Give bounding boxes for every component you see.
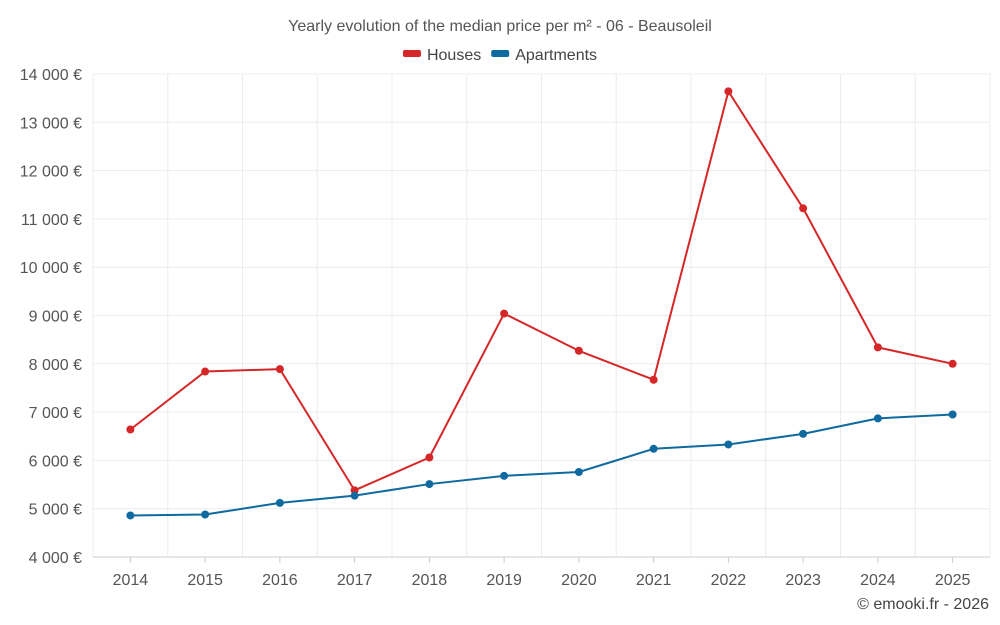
data-point-houses[interactable] <box>948 359 957 368</box>
data-point-apartments[interactable] <box>425 480 434 489</box>
data-point-apartments[interactable] <box>350 491 359 500</box>
data-point-houses[interactable] <box>799 204 808 213</box>
data-point-apartments[interactable] <box>201 510 210 519</box>
y-tick-label: 6 000 € <box>29 453 82 470</box>
data-point-houses[interactable] <box>126 425 135 434</box>
data-point-houses[interactable] <box>649 375 658 384</box>
data-point-apartments[interactable] <box>275 498 284 507</box>
data-point-apartments[interactable] <box>724 440 733 449</box>
series-apartments <box>126 410 957 520</box>
series-layer <box>126 87 957 520</box>
data-point-apartments[interactable] <box>574 467 583 476</box>
x-tick-label: 2017 <box>337 572 373 589</box>
y-tick-label: 14 000 € <box>20 67 82 84</box>
data-point-houses[interactable] <box>873 343 882 352</box>
x-tick-label: 2021 <box>636 572 672 589</box>
x-axis-ticks: 2014 2015 2016 2017 2018 2019 2020 2021 2022 2023… <box>113 557 971 589</box>
y-tick-label: 7 000 € <box>29 405 82 422</box>
x-tick-label: 2024 <box>860 572 896 589</box>
y-tick-label: 5 000 € <box>29 502 82 519</box>
data-point-houses[interactable] <box>201 367 210 376</box>
y-tick-label: 13 000 € <box>20 115 82 132</box>
y-axis-ticks: 4 000 € 5 000 € 6 000 € 7 000 € 8 000 € 9 000… <box>20 67 82 567</box>
legend-label: Houses <box>427 47 481 64</box>
data-point-houses[interactable] <box>724 87 733 96</box>
legend-label: Apartments <box>515 47 597 64</box>
data-point-houses[interactable] <box>425 453 434 462</box>
x-tick-label: 2018 <box>412 572 448 589</box>
x-tick-label: 2019 <box>486 572 522 589</box>
x-tick-label: 2016 <box>262 572 298 589</box>
legend-item-apartments[interactable]: Apartments <box>491 47 597 64</box>
legend[interactable]: Houses Apartments <box>402 47 597 64</box>
chart-title: Yearly evolution of the median price per… <box>288 18 712 35</box>
y-tick-label: 9 000 € <box>29 309 82 326</box>
x-tick-label: 2015 <box>187 572 223 589</box>
x-tick-label: 2022 <box>711 572 747 589</box>
data-point-apartments[interactable] <box>126 511 135 520</box>
x-tick-label: 2025 <box>935 572 971 589</box>
data-point-apartments[interactable] <box>873 414 882 423</box>
data-point-houses[interactable] <box>500 309 509 318</box>
y-tick-label: 8 000 € <box>29 357 82 374</box>
legend-swatch <box>402 50 421 57</box>
legend-item-houses[interactable]: Houses <box>402 47 481 64</box>
y-tick-label: 4 000 € <box>29 550 82 567</box>
data-point-apartments[interactable] <box>799 429 808 438</box>
legend-swatch <box>491 50 510 57</box>
gridlines <box>92 73 991 558</box>
y-tick-label: 11 000 € <box>21 212 82 229</box>
data-point-houses[interactable] <box>574 346 583 355</box>
x-tick-label: 2023 <box>785 572 821 589</box>
data-point-houses[interactable] <box>275 365 284 374</box>
x-tick-label: 2020 <box>561 572 597 589</box>
data-point-apartments[interactable] <box>500 471 509 480</box>
credit-text: © emooki.fr - 2026 <box>857 596 989 613</box>
series-line-houses <box>129 90 953 492</box>
series-houses <box>126 87 957 495</box>
y-tick-label: 12 000 € <box>20 164 82 181</box>
x-tick-label: 2014 <box>113 572 149 589</box>
y-tick-label: 10 000 € <box>20 260 82 277</box>
series-line-apartments <box>130 413 953 517</box>
data-point-apartments[interactable] <box>948 410 957 419</box>
data-point-apartments[interactable] <box>649 444 658 453</box>
